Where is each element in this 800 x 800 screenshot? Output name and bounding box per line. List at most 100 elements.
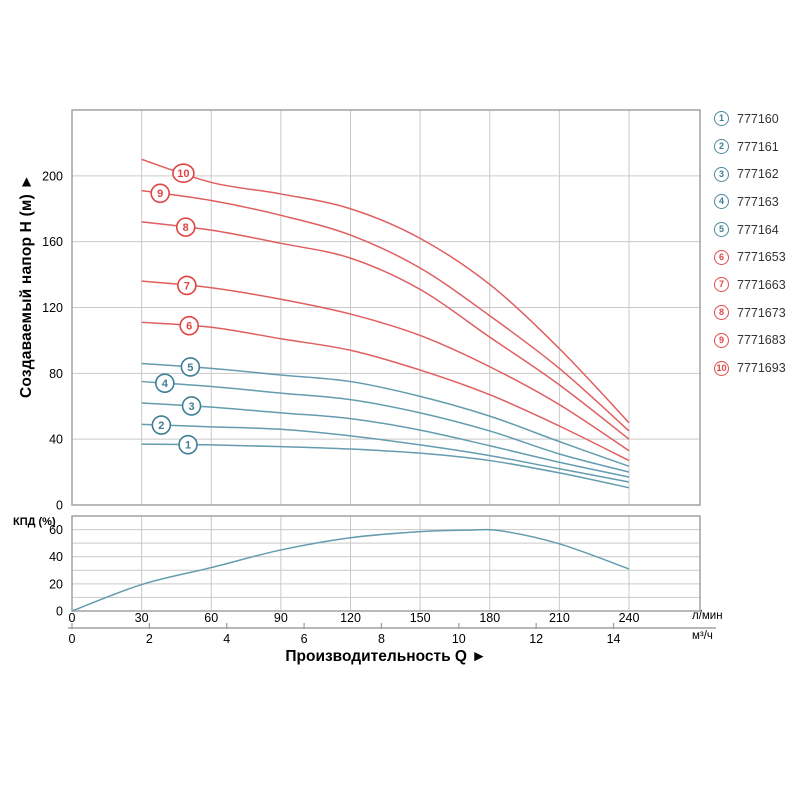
- x-tick-label-m3h: 8: [378, 632, 385, 646]
- curve-badge-circle-10: [172, 163, 195, 183]
- curve-badge-circle-1: [178, 434, 198, 455]
- unit-litres-per-min-label: л/мин: [692, 610, 723, 622]
- legend-model-4: 777163: [737, 194, 779, 209]
- legend-item-7: 7 7771663: [714, 271, 786, 299]
- head-curve-8: [141, 221, 630, 440]
- model-legend: 1 777160 2 777161 3 777162 4 777163 5 777164 6 7771…: [714, 105, 786, 382]
- curve-badge-circle-7: [177, 275, 197, 296]
- curve-number-badges: 1 2 3 4 5 6 7 8 9 10: [150, 163, 202, 455]
- x-tick-label-lmin: 30: [135, 611, 149, 625]
- head-chart-border: [71, 109, 701, 506]
- curve-badge-circle-4: [155, 373, 175, 394]
- x-tick-label-m3h: 2: [146, 632, 153, 646]
- x-tick-label-lmin: 90: [274, 611, 288, 625]
- eff-y-tick-label: 40: [49, 550, 63, 564]
- curve-badge-number-6: 6: [186, 321, 192, 333]
- head-chart-grid: [71, 109, 701, 506]
- eff-y-tick-label: 60: [49, 523, 63, 537]
- x-tick-label-lmin: 60: [204, 611, 218, 625]
- head-axis-title: Создаваемый напор H (м) ►: [18, 173, 35, 399]
- legend-circle-1: 1: [714, 111, 729, 127]
- legend-circle-6: 6: [714, 249, 729, 265]
- efficiency-curve: [71, 528, 630, 612]
- legend-item-10: 10 7771693: [714, 354, 786, 382]
- head-y-tick-label: 0: [56, 499, 63, 513]
- curve-badge-number-4: 4: [162, 378, 169, 390]
- efficiency-chart-border: [71, 515, 701, 612]
- legend-item-8: 8 7771673: [714, 299, 786, 327]
- head-y-tick-label: 160: [42, 235, 63, 249]
- curve-badge-number-2: 2: [158, 420, 164, 432]
- curve-badge-number-10: 10: [177, 168, 189, 180]
- curve-badge-circle-9: [150, 183, 170, 204]
- x-tick-label-m3h: 4: [223, 632, 230, 646]
- legend-circle-8: 8: [714, 305, 729, 321]
- curve-badge-number-8: 8: [183, 222, 189, 234]
- curve-badge-number-5: 5: [187, 362, 193, 374]
- x-tick-label-lmin: 210: [549, 611, 570, 625]
- legend-model-9: 7771683: [737, 333, 786, 348]
- head-y-tick-label: 200: [42, 169, 63, 183]
- x-tick-label-m3h: 0: [69, 632, 76, 646]
- x-tick-label-m3h: 12: [529, 632, 543, 646]
- curve-badge-number-7: 7: [184, 280, 190, 292]
- legend-item-1: 1 777160: [714, 105, 786, 133]
- eff-y-tick-label: 0: [56, 605, 63, 619]
- curve-badge-circle-3: [181, 396, 202, 416]
- x-tick-label-lmin: 120: [340, 611, 361, 625]
- legend-item-9: 9 7771683: [714, 327, 786, 355]
- flow-axis-title: Производительность Q ►: [285, 648, 487, 665]
- efficiency-axis-title: КПД (%): [13, 516, 56, 528]
- x-tick-label-m3h: 14: [607, 632, 621, 646]
- eff-y-tick-label: 20: [49, 577, 63, 591]
- legend-circle-3: 3: [714, 166, 729, 182]
- curve-badge-number-3: 3: [188, 401, 194, 413]
- head-curve-3: [141, 402, 630, 478]
- head-curve-1: [141, 443, 630, 489]
- legend-model-2: 777161: [737, 139, 779, 154]
- legend-model-10: 7771693: [737, 361, 786, 376]
- head-curve-7: [141, 280, 630, 452]
- x-tick-label-lmin: 150: [410, 611, 431, 625]
- x-tick-label-lmin: 240: [619, 611, 640, 625]
- head-y-tick-label: 40: [49, 433, 63, 447]
- legend-item-6: 6 7771653: [714, 243, 786, 271]
- legend-circle-5: 5: [714, 222, 729, 238]
- legend-circle-9: 9: [714, 332, 729, 348]
- head-y-tick-label: 80: [49, 367, 63, 381]
- legend-item-2: 2 777161: [714, 133, 786, 161]
- legend-circle-7: 7: [714, 277, 729, 293]
- legend-circle-10: 10: [714, 360, 729, 376]
- x-tick-label-lmin: 180: [479, 611, 500, 625]
- head-curve-10: [141, 158, 630, 424]
- x-tick-label-m3h: 6: [301, 632, 308, 646]
- head-curve-2: [141, 423, 630, 483]
- head-curve-4: [141, 380, 630, 473]
- legend-item-3: 3 777162: [714, 160, 786, 188]
- secondary-x-axis: 0 2 4 6 8 10 12 14: [68, 623, 716, 646]
- curve-badge-circle-2: [151, 415, 172, 435]
- legend-model-3: 777162: [737, 167, 779, 182]
- efficiency-chart-grid: [71, 515, 701, 612]
- head-y-tick-label: 120: [42, 301, 63, 315]
- head-curve-5: [141, 362, 630, 468]
- x-tick-label-lmin: 0: [69, 611, 76, 625]
- curve-badge-number-1: 1: [185, 440, 191, 452]
- curve-badge-number-9: 9: [157, 188, 163, 200]
- head-curve-9: [141, 189, 630, 432]
- legend-model-5: 777164: [737, 222, 779, 237]
- curve-badge-circle-8: [175, 217, 196, 237]
- curve-badge-circle-5: [180, 357, 201, 377]
- head-curve-6: [141, 321, 630, 462]
- pump-curves: [71, 158, 630, 612]
- legend-circle-2: 2: [714, 139, 729, 155]
- legend-model-8: 7771673: [737, 305, 786, 320]
- unit-cubic-meters-per-hour-label: м³/ч: [692, 630, 713, 642]
- legend-item-5: 5 777164: [714, 216, 786, 244]
- x-tick-label-m3h: 10: [452, 632, 466, 646]
- legend-model-6: 7771653: [737, 250, 786, 265]
- legend-model-7: 7771663: [737, 277, 786, 292]
